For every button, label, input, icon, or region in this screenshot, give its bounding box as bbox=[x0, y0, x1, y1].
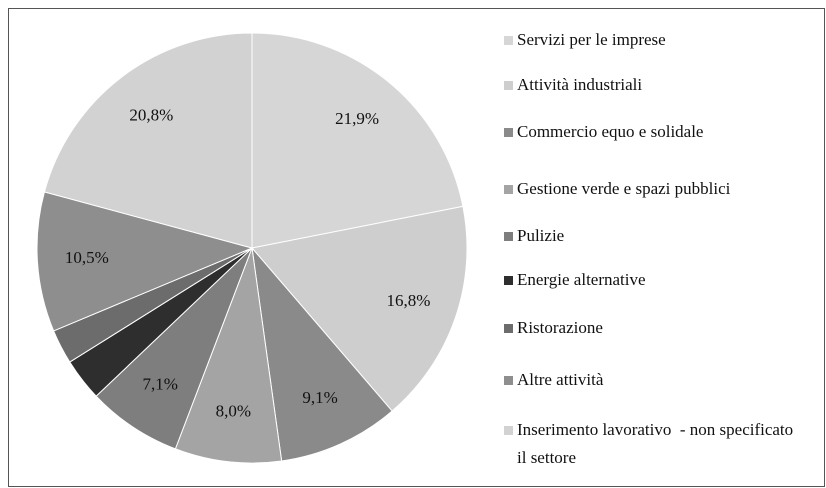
pie-slice bbox=[251, 32, 464, 249]
pie-slice bbox=[251, 205, 468, 412]
legend-item: Energie alternative bbox=[504, 266, 814, 294]
legend-swatch bbox=[504, 185, 513, 194]
legend-swatch bbox=[504, 232, 513, 241]
legend-swatch bbox=[504, 81, 513, 90]
legend-label: Ristorazione bbox=[517, 318, 603, 337]
legend-swatch bbox=[504, 36, 513, 45]
legend-label: Energie alternative bbox=[517, 270, 646, 289]
data-label: 20,8% bbox=[129, 105, 173, 124]
pie-slice bbox=[36, 191, 254, 332]
legend-swatch bbox=[504, 324, 513, 333]
data-label: 10,5% bbox=[65, 248, 109, 267]
data-label: 21,9% bbox=[335, 109, 379, 128]
legend-swatch bbox=[504, 128, 513, 137]
legend-label: Altre attività bbox=[517, 370, 604, 389]
legend-label: Gestione verde e spazi pubblici bbox=[517, 179, 731, 198]
pie-slice bbox=[251, 246, 393, 462]
legend-item: Servizi per le imprese bbox=[504, 26, 814, 54]
legend-item: Inserimento lavorativo - non specificato… bbox=[504, 416, 814, 472]
legend: Servizi per le imprese Attività industria… bbox=[504, 26, 814, 472]
pie-slice bbox=[43, 32, 253, 249]
legend-item: Gestione verde e spazi pubblici bbox=[504, 175, 814, 203]
legend-swatch bbox=[504, 276, 513, 285]
legend-item: Pulizie bbox=[504, 222, 814, 250]
legend-item: Attività industriali bbox=[504, 71, 814, 99]
data-label: 7,1% bbox=[143, 375, 178, 394]
legend-swatch bbox=[504, 426, 513, 435]
legend-label: Attività industriali bbox=[517, 75, 643, 94]
legend-label: Servizi per le imprese bbox=[517, 30, 666, 49]
legend-swatch bbox=[504, 376, 513, 385]
data-label: 16,8% bbox=[386, 291, 430, 310]
data-label: 9,1% bbox=[302, 388, 337, 407]
frame bbox=[8, 8, 825, 487]
legend-label: Inserimento lavorativo - non specificato… bbox=[517, 420, 798, 467]
legend-item: Ristorazione bbox=[504, 314, 814, 342]
legend-item: Commercio equo e solidale bbox=[504, 118, 814, 146]
legend-label: Commercio equo e solidale bbox=[517, 122, 704, 141]
pie-slice bbox=[174, 247, 283, 464]
legend-label: Pulizie bbox=[517, 226, 565, 245]
legend-item: Altre attività bbox=[504, 366, 814, 394]
data-label: 8,0% bbox=[216, 401, 251, 420]
